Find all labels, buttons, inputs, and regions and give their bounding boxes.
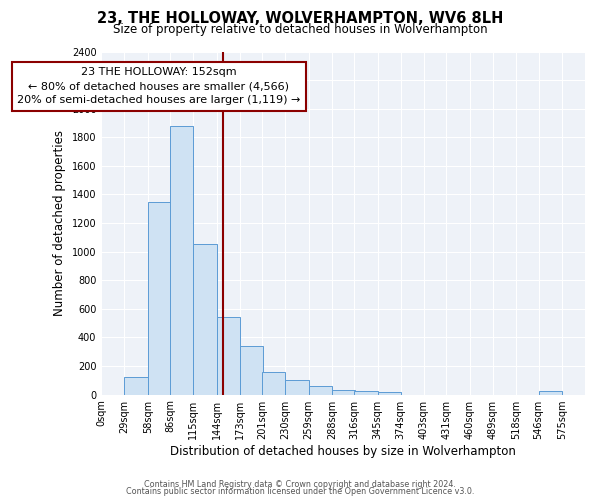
Text: Contains HM Land Registry data © Crown copyright and database right 2024.: Contains HM Land Registry data © Crown c… bbox=[144, 480, 456, 489]
Bar bbox=[217, 318, 240, 394]
Bar bbox=[308, 386, 332, 394]
Bar bbox=[262, 372, 286, 394]
Bar bbox=[355, 391, 377, 394]
Bar bbox=[332, 390, 355, 394]
Bar bbox=[539, 391, 562, 394]
Text: Size of property relative to detached houses in Wolverhampton: Size of property relative to detached ho… bbox=[113, 22, 487, 36]
Text: Contains public sector information licensed under the Open Government Licence v3: Contains public sector information licen… bbox=[126, 487, 474, 496]
Text: 23 THE HOLLOWAY: 152sqm
← 80% of detached houses are smaller (4,566)
20% of semi: 23 THE HOLLOWAY: 152sqm ← 80% of detache… bbox=[17, 67, 301, 105]
Bar bbox=[377, 392, 401, 394]
Bar bbox=[148, 202, 171, 394]
Text: 23, THE HOLLOWAY, WOLVERHAMPTON, WV6 8LH: 23, THE HOLLOWAY, WOLVERHAMPTON, WV6 8LH bbox=[97, 11, 503, 26]
Bar bbox=[170, 126, 193, 394]
Bar bbox=[193, 244, 217, 394]
X-axis label: Distribution of detached houses by size in Wolverhampton: Distribution of detached houses by size … bbox=[170, 444, 516, 458]
Y-axis label: Number of detached properties: Number of detached properties bbox=[53, 130, 66, 316]
Bar bbox=[124, 376, 148, 394]
Bar bbox=[286, 380, 308, 394]
Bar bbox=[240, 346, 263, 395]
